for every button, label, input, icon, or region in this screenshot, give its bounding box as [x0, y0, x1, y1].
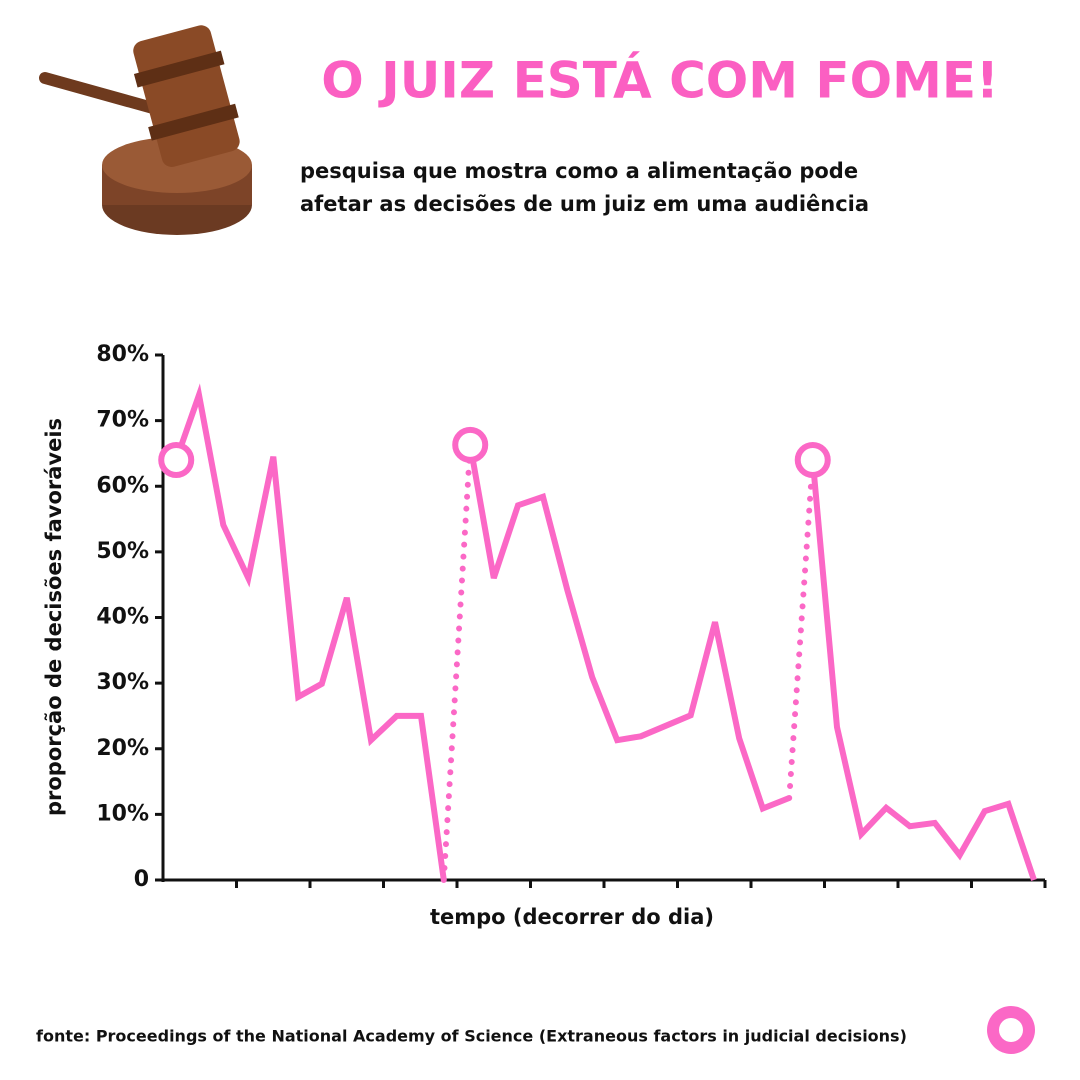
source: fonte: Proceedings of the National Acade…: [36, 1027, 907, 1046]
line: [173, 383, 447, 881]
y-tick-label: 80%: [96, 342, 149, 367]
subtitle-line: pesquisa que mostra como a alimentação p…: [300, 159, 858, 183]
plot: 0 10% 20% 30% 40% 50% 60% 70% 80%: [96, 342, 1047, 892]
gavel-icon: [39, 25, 252, 235]
y-tick-label: 40%: [96, 605, 149, 630]
subtitle-line: afetar as decisões de um juiz em uma aud…: [300, 192, 869, 216]
x-axis-title: tempo (decorrer do dia): [430, 905, 714, 929]
title: O JUIZ ESTÁ COM FOME!: [321, 51, 999, 110]
logo: [987, 1006, 1035, 1054]
y-tick-label: 0: [134, 867, 149, 892]
y-tick-label: 30%: [96, 670, 149, 695]
y-tick-label: 60%: [96, 473, 149, 498]
y-axis-title: proporção de decisões favoráveis: [42, 418, 66, 816]
start-marker: [158, 442, 195, 478]
y-tick-label: 70%: [96, 408, 149, 433]
y-tick-label: 10%: [96, 801, 149, 826]
start-marker: [452, 426, 489, 463]
y-tick-label: 20%: [96, 736, 149, 761]
line: [809, 459, 1037, 881]
start-marker: [794, 442, 831, 478]
connector: [440, 441, 474, 883]
line: [467, 444, 791, 813]
y-tick-label: 50%: [96, 539, 149, 564]
connector: [786, 457, 816, 801]
